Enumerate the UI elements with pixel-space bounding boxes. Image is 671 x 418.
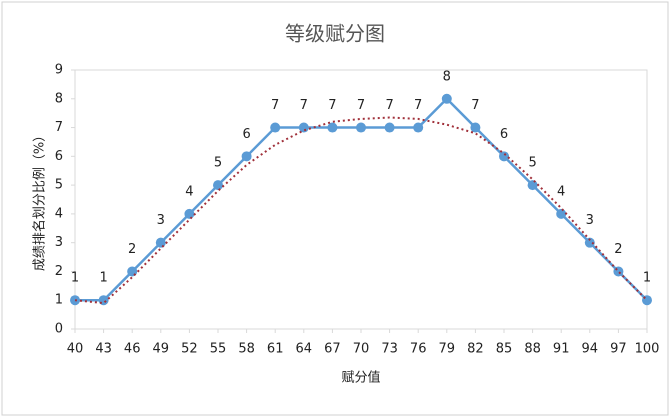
data-label: 2: [128, 242, 136, 257]
data-point: [327, 122, 338, 133]
x-axis-label: 赋分值: [341, 370, 380, 386]
data-point: [270, 122, 281, 133]
y-tick-label: 3: [55, 235, 63, 250]
x-tick-label: 61: [267, 342, 284, 357]
y-tick-label: 7: [55, 120, 63, 135]
data-point: [556, 208, 567, 219]
data-label: 7: [471, 98, 479, 113]
data-point: [356, 122, 366, 133]
x-tick-label: 70: [353, 342, 370, 357]
data-label: 2: [614, 242, 622, 257]
data-label: 7: [414, 98, 422, 113]
data-point: [413, 122, 424, 133]
x-tick-label: 97: [610, 342, 627, 357]
data-point: [527, 180, 538, 191]
x-tick-label: 73: [381, 342, 398, 357]
y-tick-label: 0: [55, 322, 63, 337]
y-tick-label: 8: [55, 91, 63, 106]
data-label: 1: [643, 271, 651, 286]
x-tick-label: 55: [210, 342, 227, 357]
data-label: 7: [328, 98, 336, 113]
x-tick-label: 100: [635, 342, 660, 357]
x-tick-label: 94: [582, 342, 599, 357]
data-label: 4: [185, 184, 193, 199]
y-axis-label: 成绩排名划分比例（%）: [32, 129, 48, 271]
x-tick-label: 40: [67, 342, 84, 357]
data-label: 6: [242, 127, 250, 142]
data-label: 7: [300, 98, 308, 113]
data-label: 3: [586, 213, 594, 228]
data-label: 3: [157, 213, 165, 228]
data-label: 5: [214, 156, 222, 171]
data-point: [384, 122, 395, 133]
y-tick-label: 2: [55, 264, 63, 279]
x-tick-label: 82: [467, 342, 484, 357]
data-point: [213, 180, 223, 191]
data-label: 6: [500, 127, 508, 142]
data-point: [613, 266, 624, 277]
x-tick-label: 76: [410, 342, 427, 357]
x-tick-label: 46: [124, 342, 141, 357]
data-label: 5: [528, 156, 536, 171]
y-tick-label: 9: [55, 63, 63, 78]
y-tick-label: 5: [55, 178, 63, 193]
x-tick-label: 58: [238, 342, 255, 357]
data-point: [584, 237, 595, 248]
x-tick-label: 91: [553, 342, 570, 357]
series-line: [74, 116, 648, 305]
data-label: 1: [99, 271, 107, 286]
x-tick-label: 43: [95, 342, 112, 357]
data-label: 8: [443, 69, 451, 84]
x-tick-label: 49: [153, 342, 170, 357]
x-tick-label: 52: [181, 342, 198, 357]
data-point: [642, 295, 652, 306]
data-label: 7: [385, 98, 393, 113]
data-label: 7: [271, 98, 279, 113]
chart-title: 等级赋分图: [285, 22, 385, 46]
x-tick-label: 64: [296, 342, 313, 357]
x-tick-label: 79: [439, 342, 456, 357]
data-label: 4: [557, 184, 565, 199]
y-tick-label: 6: [55, 149, 63, 164]
y-tick-label: 4: [55, 206, 63, 221]
data-point: [499, 151, 509, 162]
data-point: [441, 93, 452, 104]
data-point: [298, 122, 309, 133]
x-tick-label: 88: [524, 342, 541, 357]
data-label: 1: [71, 271, 79, 286]
data-label: 7: [357, 98, 365, 113]
x-tick-label: 67: [324, 342, 341, 357]
data-point: [184, 208, 195, 219]
data-point: [241, 151, 252, 162]
data-point: [470, 122, 481, 133]
y-tick-label: 1: [55, 293, 63, 308]
x-tick-label: 85: [496, 342, 513, 357]
